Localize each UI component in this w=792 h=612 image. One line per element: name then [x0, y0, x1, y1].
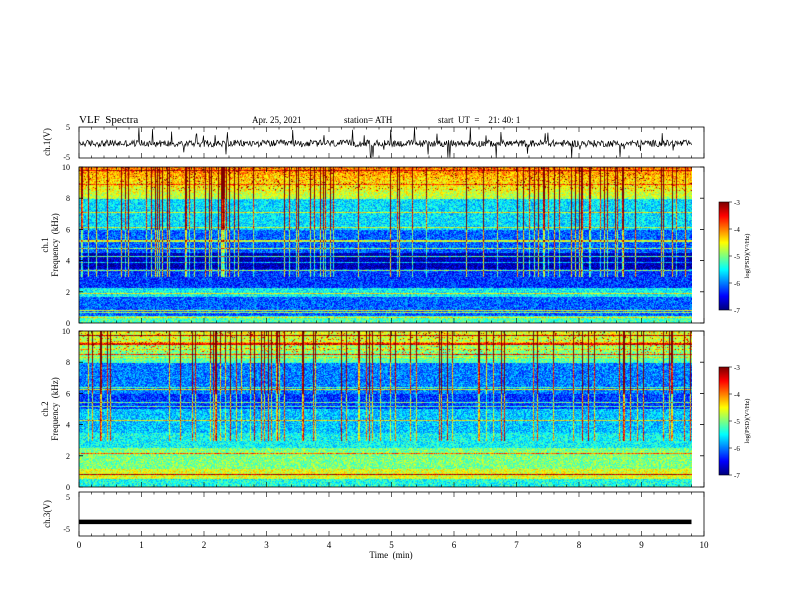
- time-axis-ticks: [78, 127, 705, 536]
- ch2-spectrogram-raster: [79, 331, 692, 487]
- time-tick-label: 4: [327, 540, 332, 550]
- time-tick-label: 9: [639, 540, 644, 550]
- ch1-ylabel: ch.1(V): [42, 128, 52, 156]
- time-tick-label: 5: [389, 540, 394, 550]
- ch2-colorbar: -3 -4 -5 -6 -7 log(PSD)(V²/Hz): [718, 364, 751, 480]
- ch2-spec-yticks: 0 2 4 6 8 10: [62, 327, 704, 492]
- time-tick-label: 3: [264, 540, 269, 550]
- ch1-colorbar-tick-label: -5: [734, 253, 740, 261]
- ch2-colorbar-tick-label: -3: [734, 364, 740, 372]
- ch2-spec-ytick-label: 0: [66, 483, 70, 492]
- figure-title: VLF Spectra: [79, 114, 138, 126]
- time-tick-label: 1: [139, 540, 144, 550]
- ch3-ylabel: ch.3(V): [42, 500, 52, 528]
- time-tick-label: 6: [452, 540, 457, 550]
- ch2-spec-ytick-label: 8: [66, 358, 70, 367]
- time-tick-label: 0: [77, 540, 82, 550]
- ch1-colorbar-gradient: [719, 202, 729, 310]
- station-label: station= ATH: [344, 115, 393, 125]
- ch1-ytick-top: 5: [66, 123, 70, 132]
- ch2-spec-ytick-label: 2: [66, 452, 70, 461]
- ch1-spec-ytick-label: 0: [66, 319, 70, 328]
- ch1-waveform-trace: [78, 127, 692, 159]
- time-axis-tick-labels: 0 1 2 3 4 5 6 7 8 9 10: [77, 540, 709, 550]
- ch3-waveform-panel: ch.3(V) 5 -5: [42, 491, 705, 537]
- ch1-spectrogram-image: [79, 167, 692, 323]
- ch1-spectrogram-raster: [79, 167, 692, 323]
- ch1-waveform-line: [78, 127, 692, 159]
- ch2-spec-ytick-label: 4: [66, 421, 70, 430]
- ch1-colorbar-tick-label: -3: [734, 199, 740, 207]
- ch2-spec-ytick-label: 10: [62, 327, 70, 336]
- ch3-ytick-top: 5: [66, 493, 70, 502]
- ch3-ytick-bottom: -5: [63, 525, 70, 534]
- ch2-spec-ytick-label: 6: [66, 389, 70, 398]
- time-tick-label: 2: [202, 540, 207, 550]
- time-tick-label: 7: [514, 540, 519, 550]
- ch2-spectrogram-image: [79, 331, 692, 487]
- start-ut-label: start UT = 21: 40: 1: [438, 115, 520, 125]
- ch1-spec-ylabel-line2: Frequency (kHz): [50, 213, 60, 276]
- ch2-spectrogram-panel: ch.2 Frequency (kHz) 0 2 4 6 8 10 -3 -4 -5 -6 -7 l…: [40, 327, 751, 492]
- ch1-spec-ytick-label: 4: [66, 257, 70, 266]
- ch3-waveform-frame: [78, 491, 705, 537]
- ch1-colorbar-label: log(PSD)(V²/Hz): [744, 234, 751, 279]
- date-label: Apr. 25, 2021: [252, 115, 302, 125]
- ch2-colorbar-gradient: [719, 367, 729, 475]
- ch1-spectrogram-panel: ch.1 Frequency (kHz) 0 2 4 6 8 10 -3 -4 -5 -6 -7 l…: [40, 163, 751, 328]
- ch2-colorbar-tick-label: -4: [734, 391, 740, 399]
- ch1-spec-ytick-label: 2: [66, 288, 70, 297]
- time-tick-label: 8: [577, 540, 582, 550]
- ch1-colorbar-tick-label: -4: [734, 226, 740, 234]
- ch1-colorbar-tick-label: -7: [734, 307, 740, 315]
- x-axis-label: Time (min): [369, 550, 412, 560]
- ch2-colorbar-tick-label: -7: [734, 472, 740, 480]
- ch1-spec-yticks: 0 2 4 6 8 10: [62, 163, 704, 328]
- ch2-colorbar-label: log(PSD)(V²/Hz): [744, 399, 751, 444]
- ch2-spec-ylabel-line1: ch.2: [40, 401, 50, 416]
- ch1-colorbar-tick-label: -6: [734, 280, 740, 288]
- ch1-spec-ytick-label: 6: [66, 225, 70, 234]
- ch2-spec-ylabel-line2: Frequency (kHz): [50, 377, 60, 440]
- ch2-colorbar-tick-label: -5: [734, 418, 740, 426]
- ch1-ytick-bottom: -5: [63, 153, 70, 162]
- ch1-colorbar: -3 -4 -5 -6 -7 log(PSD)(V²/Hz): [718, 199, 751, 315]
- ch1-spec-ytick-label: 10: [62, 163, 70, 172]
- ch1-spec-ylabel-line1: ch.1: [40, 237, 50, 252]
- ch2-colorbar-tick-label: -6: [734, 445, 740, 453]
- time-tick-label: 10: [700, 540, 710, 550]
- ch1-spec-ytick-label: 8: [66, 194, 70, 203]
